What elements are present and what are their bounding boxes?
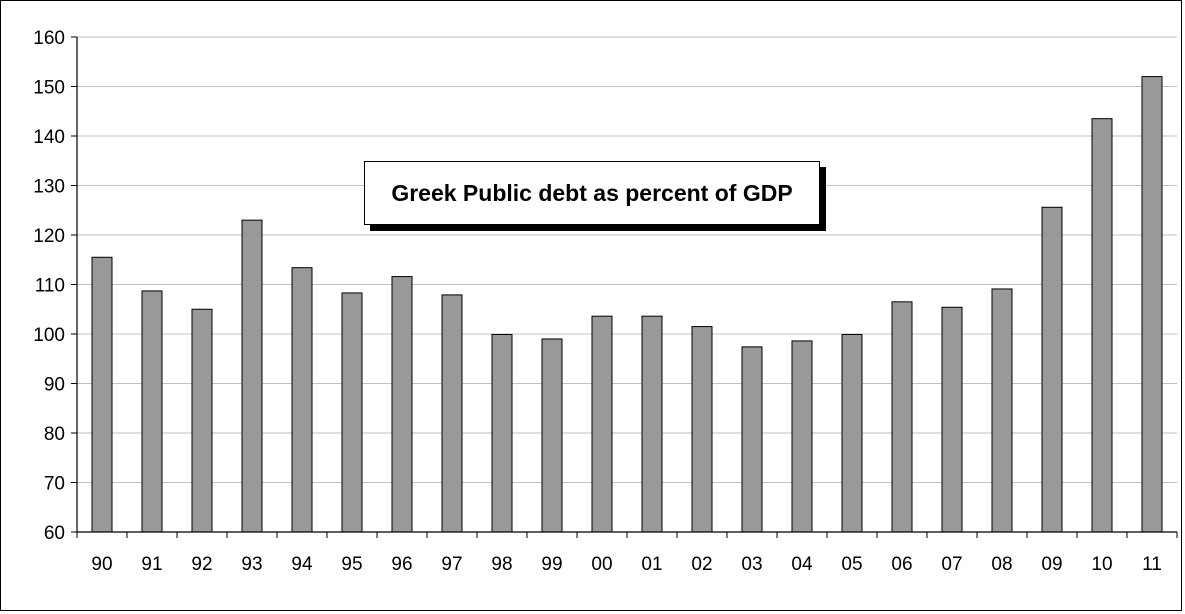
y-tick-label-60: 60 bbox=[44, 523, 65, 544]
bar-91 bbox=[141, 290, 163, 533]
bar-96 bbox=[391, 276, 413, 533]
bar-07 bbox=[941, 306, 963, 533]
y-tick-label-130: 130 bbox=[33, 177, 65, 198]
bar-04 bbox=[791, 340, 813, 533]
y-tick-label-150: 150 bbox=[33, 78, 65, 99]
bar-95 bbox=[341, 292, 363, 533]
bar-00 bbox=[591, 315, 613, 533]
x-tick-labels: 90 91 92 93 94 95 96 97 98 99 00 01 02 03 04 05 06 07 08 09… bbox=[91, 554, 1161, 575]
chart-title: Greek Public debt as percent of GDP bbox=[391, 179, 793, 206]
x-tick-label-05: 05 bbox=[841, 554, 862, 575]
bars bbox=[91, 76, 1163, 533]
chart-title-box: Greek Public debt as percent of GDP bbox=[364, 161, 820, 225]
bar-90 bbox=[91, 256, 113, 533]
x-tick-label-98: 98 bbox=[491, 554, 512, 575]
y-tick-labels: 60 70 80 90 100 110 120 130 140 150 160 bbox=[33, 28, 65, 544]
x-tick-label-90: 90 bbox=[91, 554, 112, 575]
bar-10 bbox=[1091, 118, 1113, 533]
bar-06 bbox=[891, 301, 913, 533]
x-tick-label-91: 91 bbox=[141, 554, 162, 575]
x-tick-label-04: 04 bbox=[791, 554, 813, 575]
x-tick-label-11: 11 bbox=[1142, 554, 1162, 575]
bar-93 bbox=[241, 219, 263, 533]
x-tick-label-03: 03 bbox=[741, 554, 762, 575]
bar-03 bbox=[741, 346, 763, 533]
bar-11 bbox=[1141, 76, 1163, 533]
y-tick-label-120: 120 bbox=[33, 226, 65, 247]
x-tick-label-09: 09 bbox=[1041, 554, 1062, 575]
y-tick-label-100: 100 bbox=[33, 325, 65, 346]
x-tick-label-96: 96 bbox=[391, 554, 412, 575]
x-tick-label-95: 95 bbox=[341, 554, 362, 575]
x-tick-label-01: 01 bbox=[641, 554, 662, 575]
y-tick-label-80: 80 bbox=[44, 424, 65, 445]
bar-98 bbox=[491, 333, 513, 533]
x-tick-label-06: 06 bbox=[891, 554, 912, 575]
x-tick-label-92: 92 bbox=[191, 554, 212, 575]
bar-94 bbox=[291, 267, 313, 533]
x-tick-label-10: 10 bbox=[1091, 554, 1112, 575]
bar-08 bbox=[991, 288, 1013, 533]
y-tick-label-140: 140 bbox=[33, 127, 65, 148]
y-tick-label-90: 90 bbox=[44, 375, 65, 396]
x-tick-label-93: 93 bbox=[241, 554, 262, 575]
bar-02 bbox=[691, 326, 713, 533]
bar-99 bbox=[541, 338, 563, 533]
x-tick-label-99: 99 bbox=[541, 554, 562, 575]
x-tick-label-97: 97 bbox=[441, 554, 462, 575]
bar-97 bbox=[441, 294, 463, 533]
bar-05 bbox=[841, 333, 863, 533]
x-tick-label-02: 02 bbox=[691, 554, 712, 575]
x-tick-label-94: 94 bbox=[291, 554, 313, 575]
bar-09 bbox=[1041, 206, 1063, 533]
x-tick-label-00: 00 bbox=[591, 554, 612, 575]
y-tick-label-70: 70 bbox=[44, 474, 65, 495]
x-tick-label-08: 08 bbox=[991, 554, 1012, 575]
bar-92 bbox=[191, 308, 213, 533]
y-tick-label-160: 160 bbox=[33, 28, 65, 49]
x-tick-label-07: 07 bbox=[941, 554, 962, 575]
axes bbox=[71, 36, 1178, 538]
y-tick-label-110: 110 bbox=[35, 276, 65, 297]
bar-01 bbox=[641, 315, 663, 533]
